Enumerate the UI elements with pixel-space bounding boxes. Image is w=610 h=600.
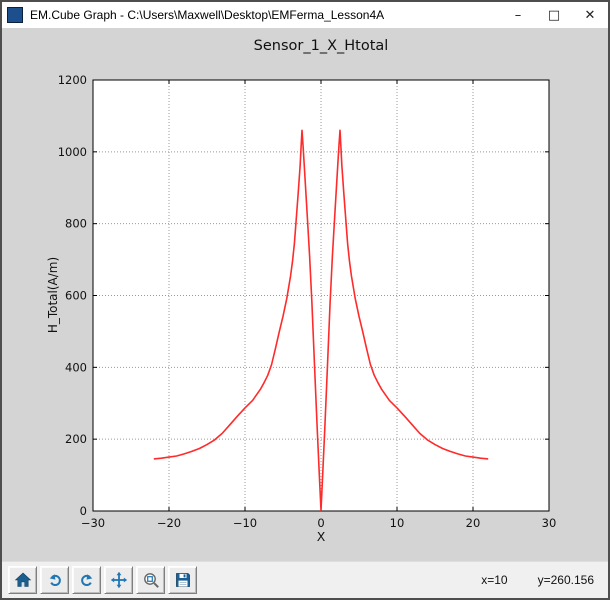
cursor-y-readout: y=260.156 bbox=[537, 573, 594, 587]
x-tick-label: 10 bbox=[390, 516, 405, 530]
x-tick-label: −20 bbox=[157, 516, 181, 530]
back-button[interactable] bbox=[40, 566, 69, 594]
x-axis-label: X bbox=[316, 529, 326, 544]
forward-button[interactable] bbox=[72, 566, 101, 594]
window-title: EM.Cube Graph - C:\Users\Maxwell\Desktop… bbox=[30, 8, 385, 22]
cursor-x-readout: x=10 bbox=[481, 573, 508, 587]
y-tick-label: 200 bbox=[65, 432, 87, 446]
zoom-to-rect-icon bbox=[143, 573, 159, 588]
titlebar[interactable]: EM.Cube Graph - C:\Users\Maxwell\Desktop… bbox=[2, 2, 608, 28]
y-tick-label: 0 bbox=[80, 504, 87, 518]
home-icon bbox=[14, 572, 31, 587]
pan-button[interactable] bbox=[104, 566, 133, 594]
data-curve bbox=[153, 129, 489, 512]
x-tick-label: 0 bbox=[317, 516, 324, 530]
app-icon[interactable] bbox=[7, 7, 23, 23]
x-tick-label: −10 bbox=[233, 516, 257, 530]
y-tick-label: 800 bbox=[65, 217, 87, 231]
y-tick-label: 1000 bbox=[58, 145, 87, 159]
navigation-toolbar: x=10 y=260.156 bbox=[2, 561, 608, 598]
y-axis-label: H_Total(A/m) bbox=[46, 256, 60, 334]
y-tick-label: 1200 bbox=[58, 73, 87, 87]
pan-arrows-icon bbox=[110, 571, 127, 589]
zoom-rect-button[interactable] bbox=[136, 566, 165, 594]
x-tick-label: 20 bbox=[466, 516, 481, 530]
save-button[interactable] bbox=[168, 566, 197, 594]
x-tick-label: −30 bbox=[81, 516, 105, 530]
y-tick-label: 600 bbox=[65, 289, 87, 303]
chart-title: Sensor_1_X_Htotal bbox=[253, 38, 389, 54]
minimize-button[interactable]: – bbox=[514, 7, 522, 23]
forward-arrow-icon bbox=[80, 574, 92, 587]
plot-canvas: −30 −20 −10 0 10 20 30 0 200 400 600 800 1000 1200 bbox=[58, 73, 557, 530]
figure-area: Sensor_1_X_Htotal −30 −20 −10 0 10 20 30 0 200 40… bbox=[2, 28, 608, 561]
y-tick-label: 400 bbox=[65, 360, 87, 374]
home-button[interactable] bbox=[8, 566, 37, 594]
x-tick-label: 30 bbox=[542, 516, 557, 530]
cursor-status: x=10 y=260.156 bbox=[481, 573, 602, 587]
back-arrow-icon bbox=[49, 574, 61, 587]
save-icon bbox=[175, 573, 190, 587]
close-button[interactable]: ✕ bbox=[584, 7, 596, 23]
maximize-button[interactable]: □ bbox=[547, 7, 561, 23]
